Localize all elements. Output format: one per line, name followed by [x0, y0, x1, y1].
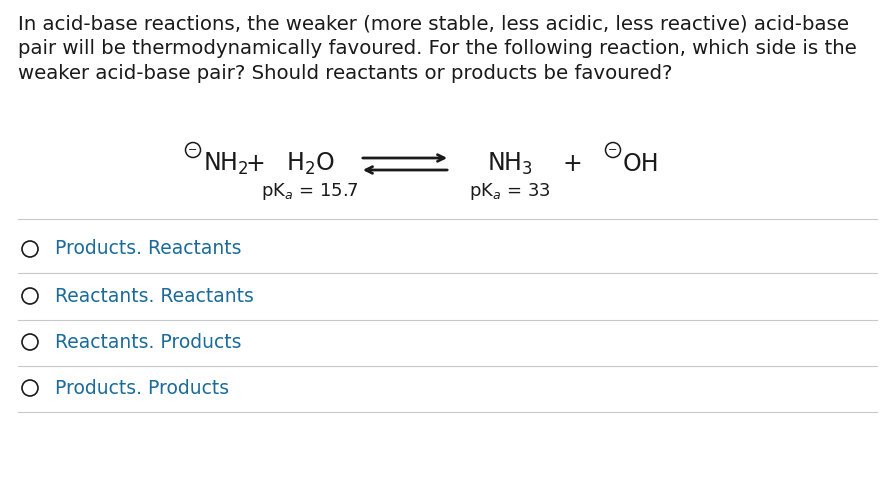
Text: NH$_3$: NH$_3$: [486, 151, 532, 177]
Text: +: +: [245, 152, 265, 176]
Text: −: −: [188, 145, 198, 155]
Text: Reactants. Products: Reactants. Products: [55, 333, 241, 351]
Text: H$_2$O: H$_2$O: [285, 151, 334, 177]
Text: Reactants. Reactants: Reactants. Reactants: [55, 286, 254, 305]
Text: Products. Reactants: Products. Reactants: [55, 239, 241, 259]
Text: weaker acid-base pair? Should reactants or products be favoured?: weaker acid-base pair? Should reactants …: [18, 64, 671, 83]
Text: −: −: [608, 145, 617, 155]
Text: +: +: [561, 152, 581, 176]
Text: Products. Products: Products. Products: [55, 379, 229, 398]
Text: NH$_2$: NH$_2$: [203, 151, 249, 177]
Text: In acid-base reactions, the weaker (more stable, less acidic, less reactive) aci: In acid-base reactions, the weaker (more…: [18, 14, 848, 33]
Text: pair will be thermodynamically favoured. For the following reaction, which side : pair will be thermodynamically favoured.…: [18, 39, 856, 58]
Text: pK$_a$ = 33: pK$_a$ = 33: [468, 181, 550, 203]
Text: OH: OH: [622, 152, 659, 176]
Text: pK$_a$ = 15.7: pK$_a$ = 15.7: [261, 181, 358, 203]
